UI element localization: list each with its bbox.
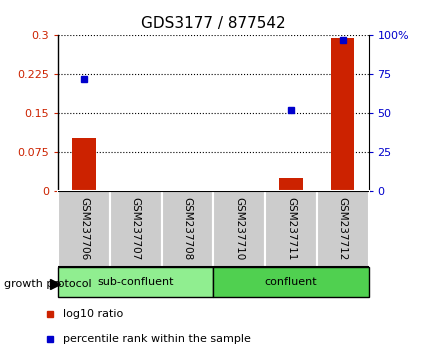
Bar [213,191,264,267]
Text: log10 ratio: log10 ratio [63,309,123,320]
Bar [279,178,302,191]
Text: confluent: confluent [264,277,316,287]
Bar [330,38,353,191]
Text: GSM237707: GSM237707 [130,197,141,261]
Bar [72,138,95,191]
Text: sub-confluent: sub-confluent [97,277,174,287]
Text: GSM237711: GSM237711 [285,197,295,261]
Text: GSM237710: GSM237710 [233,197,244,261]
Text: percentile rank within the sample: percentile rank within the sample [63,333,251,344]
Bar [161,191,213,267]
Text: growth protocol: growth protocol [4,279,92,289]
Bar [213,267,368,297]
Bar [110,191,161,267]
Text: GSM237706: GSM237706 [79,197,89,261]
Bar [316,191,368,267]
Title: GDS3177 / 877542: GDS3177 / 877542 [141,16,285,32]
Text: GSM237708: GSM237708 [182,197,192,261]
Bar [58,267,213,297]
Bar [264,191,316,267]
Text: GSM237712: GSM237712 [337,197,347,261]
Bar [58,191,110,267]
